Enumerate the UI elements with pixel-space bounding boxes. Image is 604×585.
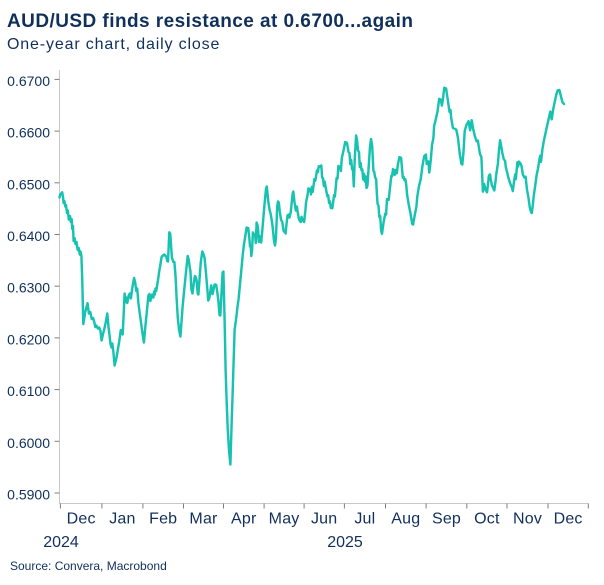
- svg-text:Dec: Dec: [67, 511, 96, 528]
- svg-text:0.6700: 0.6700: [7, 73, 50, 89]
- svg-text:0.6000: 0.6000: [7, 435, 50, 451]
- svg-text:Oct: Oct: [474, 511, 500, 528]
- svg-text:Jun: Jun: [311, 511, 337, 528]
- svg-text:Dec: Dec: [554, 511, 583, 528]
- svg-text:Aug: Aug: [391, 511, 420, 528]
- svg-text:0.6100: 0.6100: [7, 383, 50, 399]
- svg-text:Sep: Sep: [432, 511, 461, 528]
- svg-text:2025: 2025: [327, 534, 363, 551]
- svg-text:May: May: [269, 511, 300, 528]
- svg-text:Mar: Mar: [189, 511, 218, 528]
- svg-text:0.6200: 0.6200: [7, 331, 50, 347]
- svg-text:0.6300: 0.6300: [7, 280, 50, 296]
- svg-text:2024: 2024: [43, 534, 79, 551]
- svg-text:0.6600: 0.6600: [7, 125, 50, 141]
- svg-text:Jul: Jul: [354, 511, 375, 528]
- svg-text:Apr: Apr: [231, 511, 257, 528]
- svg-text:0.6400: 0.6400: [7, 228, 50, 244]
- svg-text:0.5900: 0.5900: [7, 487, 50, 503]
- svg-text:Nov: Nov: [513, 511, 542, 528]
- svg-text:0.6500: 0.6500: [7, 176, 50, 192]
- svg-text:Feb: Feb: [149, 511, 177, 528]
- svg-text:Jan: Jan: [109, 511, 135, 528]
